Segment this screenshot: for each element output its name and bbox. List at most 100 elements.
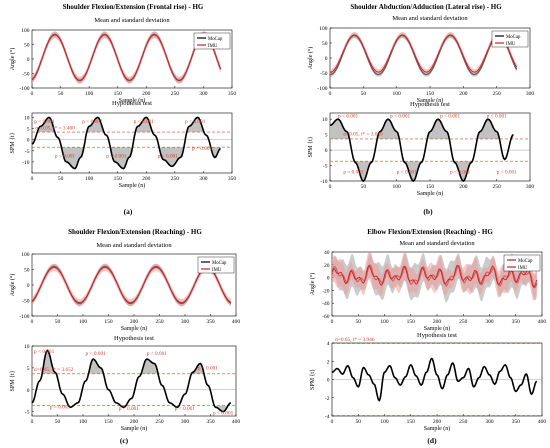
panel-b-bottom-xlabel: Sample (n) — [417, 190, 444, 197]
panel-a-top-xtick-label: 350 — [228, 91, 237, 97]
panel-c-imu-mean-line — [31, 266, 232, 304]
panel-c-annotation: p = 0.005 — [50, 405, 71, 411]
panel-d-bottom-xtick-label: 250 — [459, 419, 468, 425]
panel-a-bottom-ytick-label: -5 — [25, 149, 30, 155]
panel-d-imu-sd-band — [332, 252, 537, 301]
panel-c-top-ytick-label: -50 — [22, 299, 30, 305]
panel-a-bottom-xtick-label: 250 — [171, 176, 180, 182]
panel-a-annotation: p < 0.001 — [134, 119, 155, 125]
panel-a-top-ytick-label: 50 — [24, 43, 30, 49]
panel-d-bottom-xtick-label: 300 — [485, 419, 494, 425]
panel-d-top-xtick-label: 350 — [512, 319, 521, 325]
panel-d-bottom-ytick-label: -4 — [325, 414, 330, 420]
panel-a-bottom-xtick-label: 200 — [142, 176, 151, 182]
panel-c-top-xtick-label: 150 — [104, 319, 113, 325]
panel-a-bottom-xtick-label: 150 — [114, 176, 123, 182]
panel-d-bottom-ytick-label: 4 — [327, 341, 330, 347]
panel-a-bottom-xlabel: Sample (n) — [119, 182, 146, 189]
panel-d-top-ytick-label: 20 — [324, 263, 330, 269]
panel-a-top-xtick-label: 50 — [58, 91, 64, 97]
panel-b-legend-label-mocap: MoCap — [506, 35, 521, 40]
panel-b-spm-cluster — [453, 161, 473, 181]
panel-d-bottom-ytick-label: 0 — [327, 378, 330, 384]
panel-a-annotation: p < 0.001 — [192, 146, 213, 152]
panel-b-top-xtick-label: 250 — [493, 91, 502, 97]
panel-a-bottom-ylabel: SPM {t} — [10, 132, 16, 153]
panel-c: Shoulder Flexion/Extension (Reaching) - … — [9, 228, 240, 445]
panel-a-annotation: p < 0.001 — [185, 119, 206, 125]
panel-a-label: (a) — [124, 207, 133, 216]
panel-b-annotation: p < 0.001 — [497, 169, 518, 175]
panel-b-bottom-xtick-label: 250 — [493, 184, 502, 190]
panel-d-bottom-xlabel: Sample (n) — [424, 425, 451, 432]
panel-d-top-ytick-label: 40 — [324, 250, 330, 256]
panel-a-annotation: p < 0.001 — [106, 153, 127, 159]
panel-c-top-ytick-label: 50 — [24, 268, 30, 274]
panel-d-bottom-ytick-label: 2 — [327, 359, 330, 365]
panel-d-bottom-xtick-label: 50 — [356, 419, 362, 425]
panel-b-top-ytick-label: 100 — [319, 26, 328, 32]
panel-a-bottom-ytick-label: 0 — [27, 138, 30, 144]
panel-c-top-plot: 0 50 100 150 200 250 300 350 400 -100 -50 0 50 100 Mea… — [9, 242, 240, 332]
panel-b-bottom-xtick-label: 150 — [426, 184, 435, 190]
panel-a-bottom-xtick-label: 50 — [58, 176, 64, 182]
panel-d-bottom-plot: 0 50 100 150 200 250 300 350 400 -4 -2 0 2 4 Hypothesi… — [310, 332, 546, 432]
panel-b-spm-cluster — [403, 161, 423, 181]
panel-a-annotation: p < 0.001 — [82, 119, 103, 125]
panel-b-bottom-ytick-label: -10 — [320, 179, 328, 185]
panel-c-bottom-xtick-label: 200 — [130, 419, 139, 425]
panel-a-spm-cluster — [62, 147, 84, 169]
panel-d-top-plot: 0 50 100 150 200 250 300 350 400 -60 -40 -20 0 20 40 Me… — [309, 240, 546, 332]
panel-b-annotation: p = 0.001 — [343, 169, 364, 175]
panel-b-top-xlabel: Sample (n) — [417, 97, 444, 104]
panel-b-top-ytick-label: -100 — [317, 86, 327, 92]
panel-c-spm-curve — [31, 349, 232, 413]
panel-a-spm-curve — [31, 116, 221, 170]
panel-b-bottom-ytick-label: 10 — [322, 117, 328, 123]
panel-b-bottom-xtick-label: 300 — [526, 184, 535, 190]
panel-d-top-ylabel: Angle (°) — [309, 273, 316, 296]
panel-c-title: Shoulder Flexion/Extension (Reaching) - … — [68, 228, 202, 236]
panel-c-bottom-xtick-label: 100 — [79, 419, 88, 425]
panel-d-top-xlabel: Sample (n) — [424, 325, 451, 332]
panel-d-bottom-subtitle: Hypothesis test — [417, 332, 457, 339]
panel-c-spm-cluster — [142, 359, 158, 374]
panel-b-spm-cluster — [354, 161, 373, 181]
panel-b-bottom-ylabel: SPM {t} — [308, 136, 314, 157]
panel-a-top-ylabel: Angle (°) — [9, 48, 16, 71]
panel-d-bottom-ytick-label: -2 — [325, 396, 330, 402]
panel-c-top-subtitle: Mean and standard deviation — [96, 242, 172, 249]
panel-a-top-xtick-label: 0 — [31, 91, 34, 97]
panel-c-bottom-xtick-label: 350 — [206, 419, 215, 425]
panel-b-annotation: p < 0.001 — [338, 114, 359, 120]
panel-c-bottom-ytick-label: 10 — [24, 344, 30, 350]
panel-c-bottom-ytick-label: -5 — [25, 410, 30, 416]
panel-d: Elbow Flexion/Extension (Reaching) - HG … — [309, 228, 546, 445]
panel-b-bottom-xtick-label: 200 — [459, 184, 468, 190]
panel-a-spm-cluster — [37, 117, 55, 133]
panel-b-bottom-ytick-label: 0 — [325, 148, 328, 154]
panel-c-annotation: p < 0.001 — [198, 366, 219, 372]
panel-b-spm-curve — [329, 118, 514, 182]
panel-a-top-subtitle: Mean and standard deviation — [94, 17, 170, 24]
panel-a-bottom-xtick-label: 350 — [228, 176, 237, 182]
panel-b-top-xtick-label: 0 — [329, 91, 332, 97]
panel-a-top-ytick-label: -50 — [22, 72, 30, 78]
panel-a-top-xlabel: Sample (n) — [119, 97, 146, 104]
panel-d-top-xtick-label: 300 — [485, 319, 494, 325]
panel-c-bottom-xtick-label: 250 — [155, 419, 164, 425]
panel-d-top-ytick-label: -20 — [322, 288, 330, 294]
panel-d-top-xtick-label: 50 — [356, 319, 362, 325]
panel-b-imu-mean-line — [329, 34, 518, 73]
panel-d-top-ytick-label: -60 — [322, 314, 330, 320]
panel-d-top-subtitle: Mean and standard deviation — [399, 240, 475, 247]
panel-b-annotation: p < 0.001 — [397, 169, 418, 175]
panel-d-spm-curve — [331, 357, 538, 402]
panel-a-annotation: p < 0.001 — [55, 153, 76, 159]
panel-a-annotation: p < 0.001 — [34, 119, 55, 125]
panel-c-bottom-frame — [31, 345, 237, 417]
panel-a-top-ytick-label: 0 — [27, 57, 30, 63]
panel-a-top-ytick-label: 100 — [21, 28, 30, 34]
panel-b-spm-cluster — [330, 119, 349, 139]
